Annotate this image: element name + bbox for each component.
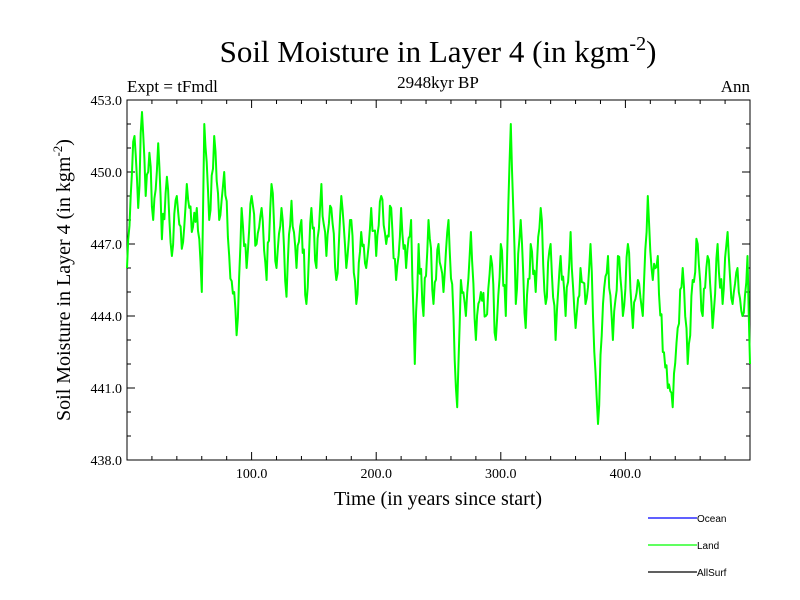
legend: Ocean Land AllSurf bbox=[648, 514, 727, 579]
series-line-land bbox=[126, 111, 751, 425]
legend-label-ocean: Ocean bbox=[697, 514, 726, 525]
axis-ticks: 100.0 200.0 300.0 400.0 438.0 441.0 444.0 447.0… bbox=[91, 94, 750, 482]
x-tick-label: 400.0 bbox=[610, 467, 642, 482]
x-tick-label: 100.0 bbox=[236, 467, 268, 482]
y-tick-label: 444.0 bbox=[91, 310, 123, 325]
x-axis-label: Time (in years since start) bbox=[334, 488, 542, 510]
period-label: 2948kyr BP bbox=[397, 73, 479, 92]
y-tick-label: 453.0 bbox=[91, 94, 123, 109]
chart-title: Soil Moisture in Layer 4 (in kgm-2) bbox=[220, 33, 657, 69]
legend-label-land: Land bbox=[697, 541, 719, 552]
y-tick-label: 438.0 bbox=[91, 454, 123, 469]
y-tick-label: 450.0 bbox=[91, 166, 123, 181]
plot-frame bbox=[126, 99, 751, 461]
season-label: Ann bbox=[721, 77, 751, 96]
legend-label-allsurf: AllSurf bbox=[697, 568, 727, 579]
x-tick-label: 200.0 bbox=[360, 467, 392, 482]
x-tick-label: 300.0 bbox=[485, 467, 517, 482]
y-axis-label: Soil Moisture in Layer 4 (in kgm-2) bbox=[50, 139, 75, 421]
data-series bbox=[126, 111, 751, 425]
y-tick-label: 441.0 bbox=[91, 382, 123, 397]
experiment-label: Expt = tFmdl bbox=[127, 77, 218, 96]
y-tick-label: 447.0 bbox=[91, 238, 123, 253]
